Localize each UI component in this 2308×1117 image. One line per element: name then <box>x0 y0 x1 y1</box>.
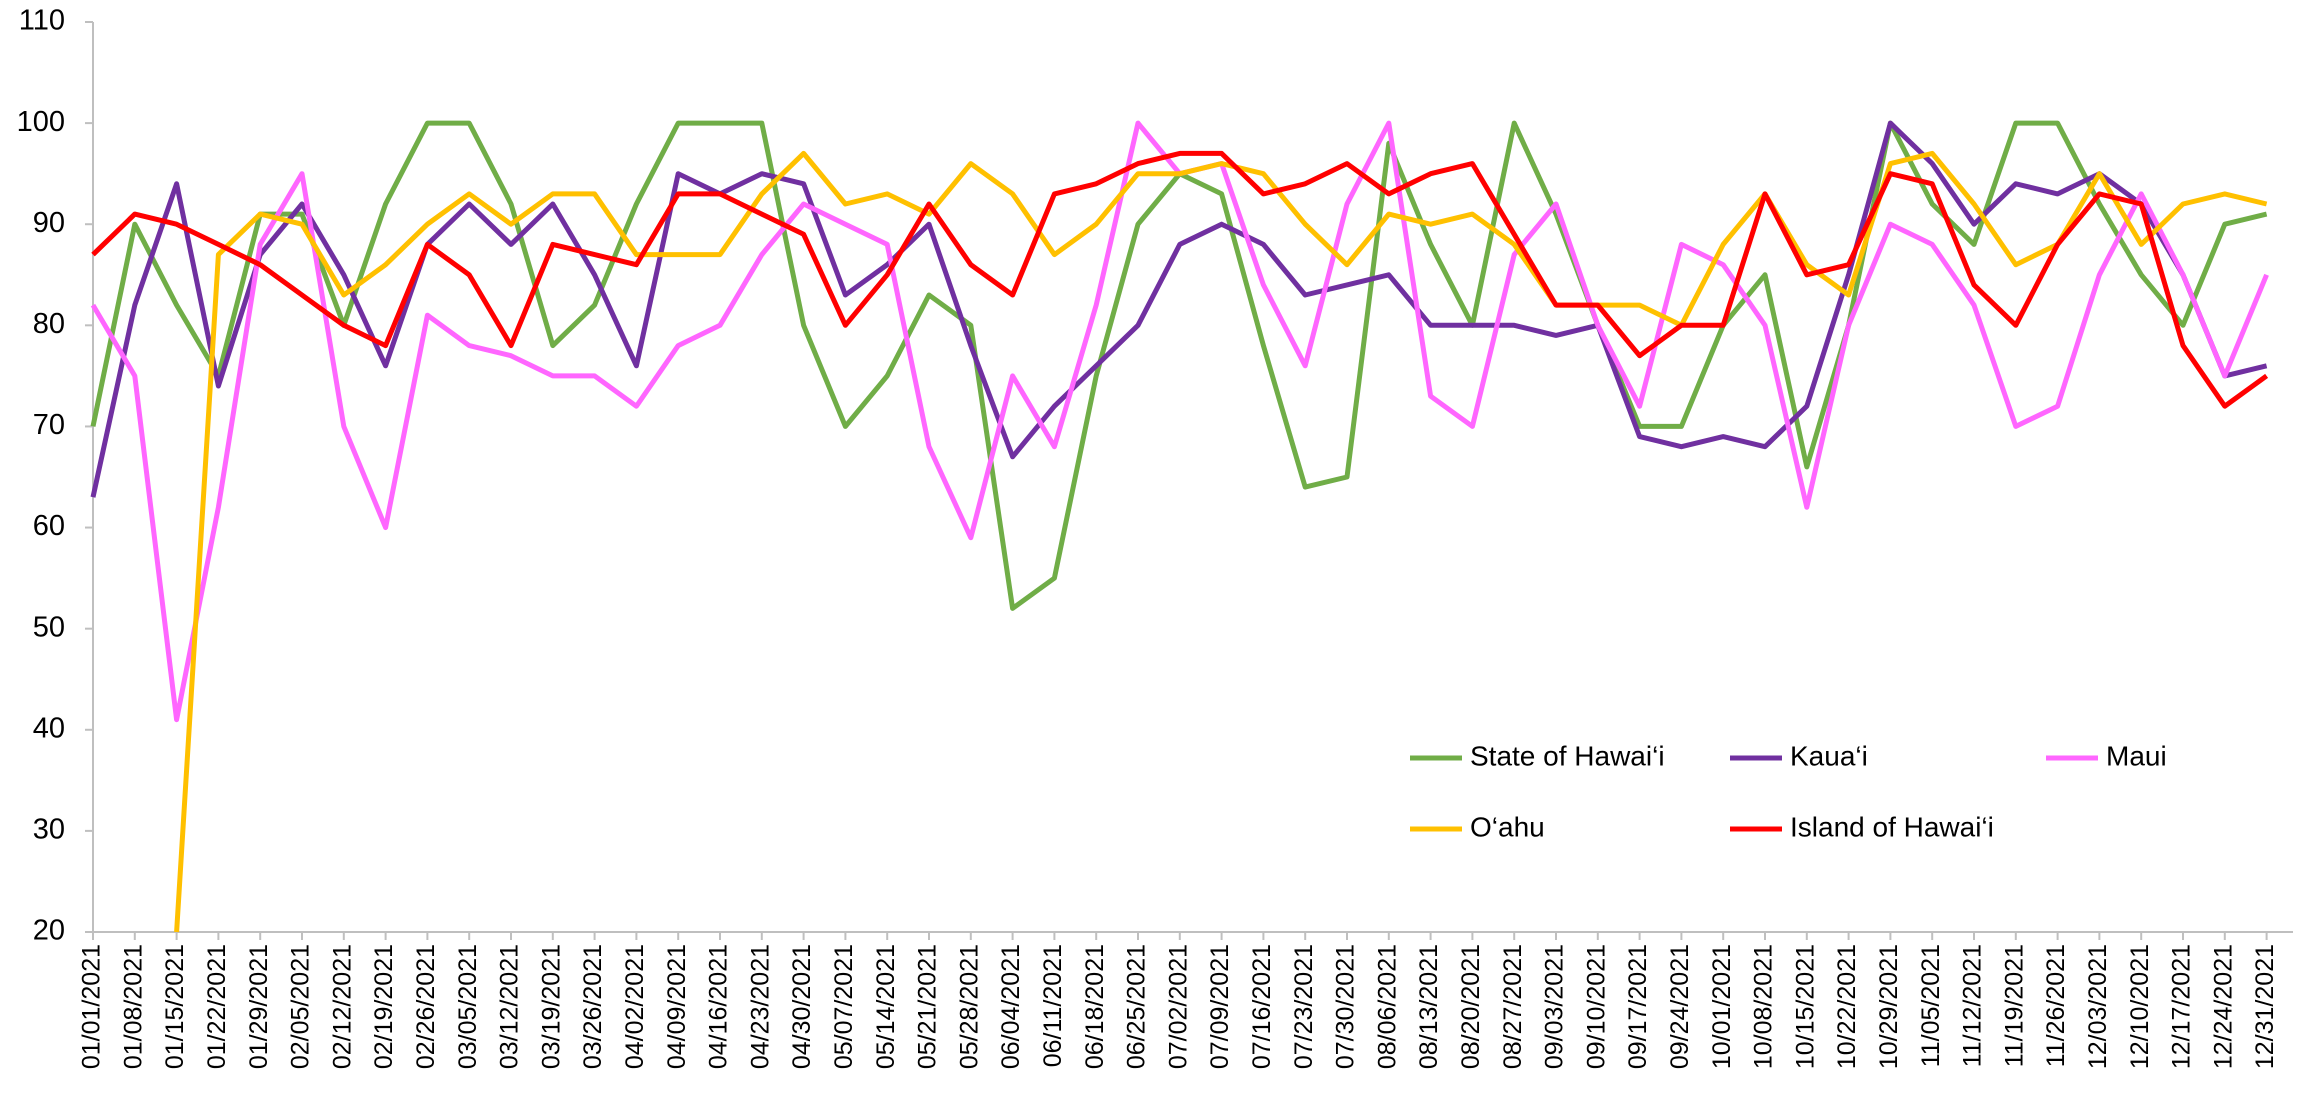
legend-label: Kaua‘i <box>1790 740 1868 771</box>
x-tick-label: 12/10/2021 <box>2126 944 2154 1069</box>
x-tick-label: 07/02/2021 <box>1164 944 1192 1069</box>
x-tick-label: 06/25/2021 <box>1123 944 1151 1069</box>
x-tick-label: 03/19/2021 <box>537 944 565 1069</box>
legend-label: O‘ahu <box>1470 811 1545 842</box>
series-line <box>90 120 2268 498</box>
x-tick-label: 04/02/2021 <box>621 944 649 1069</box>
series-line <box>91 150 2269 409</box>
y-tick-label: 80 <box>33 308 65 340</box>
x-tick-label: 05/21/2021 <box>914 944 942 1069</box>
x-tick-label: 04/09/2021 <box>663 944 691 1069</box>
y-tick-label: 60 <box>33 510 65 542</box>
series-line <box>174 150 2268 933</box>
x-tick-label: 02/26/2021 <box>412 944 440 1069</box>
x-tick-label: 05/28/2021 <box>955 944 983 1069</box>
x-tick-label: 08/13/2021 <box>1415 944 1443 1069</box>
x-tick-label: 02/12/2021 <box>328 944 356 1069</box>
x-tick-label: 01/22/2021 <box>203 944 231 1069</box>
x-tick-label: 01/08/2021 <box>119 944 147 1069</box>
x-tick-label: 10/29/2021 <box>1875 944 1903 1069</box>
x-tick-label: 03/26/2021 <box>579 944 607 1069</box>
x-tick-label: 06/18/2021 <box>1081 944 1109 1069</box>
x-tick-label: 12/31/2021 <box>2251 944 2279 1069</box>
y-tick-label: 20 <box>33 915 65 947</box>
x-tick-label: 11/12/2021 <box>1959 944 1987 1067</box>
x-tick-label: 04/16/2021 <box>705 944 733 1069</box>
y-tick-label: 100 <box>17 106 65 138</box>
x-tick-label: 12/17/2021 <box>2168 944 2196 1069</box>
x-tick-label: 01/29/2021 <box>245 944 273 1069</box>
x-tick-label: 12/03/2021 <box>2084 944 2112 1069</box>
x-tick-label: 09/10/2021 <box>1582 944 1610 1069</box>
x-tick-label: 01/15/2021 <box>161 944 189 1069</box>
x-tick-label: 04/23/2021 <box>746 944 774 1069</box>
x-tick-label: 11/05/2021 <box>1917 944 1945 1067</box>
x-tick-label: 11/26/2021 <box>2042 944 2070 1067</box>
x-tick-label: 11/19/2021 <box>2000 944 2028 1067</box>
x-tick-label: 09/17/2021 <box>1624 944 1652 1069</box>
x-tick-label: 05/14/2021 <box>872 944 900 1069</box>
legend-label: Island of Hawai‘i <box>1790 811 1994 842</box>
x-tick-label: 02/05/2021 <box>287 944 315 1069</box>
legend-label: State of Hawai‘i <box>1470 740 1665 771</box>
x-tick-label: 01/01/2021 <box>78 944 106 1069</box>
x-tick-label: 09/03/2021 <box>1541 944 1569 1069</box>
y-tick-label: 90 <box>33 207 65 239</box>
x-tick-label: 08/27/2021 <box>1499 944 1527 1069</box>
x-tick-label: 10/08/2021 <box>1750 944 1778 1069</box>
legend-label: Maui <box>2106 740 2167 771</box>
x-tick-label: 08/20/2021 <box>1457 944 1485 1069</box>
x-tick-label: 02/19/2021 <box>370 944 398 1069</box>
y-tick-label: 70 <box>33 409 65 441</box>
x-tick-label: 06/11/2021 <box>1039 944 1067 1067</box>
x-tick-label: 08/06/2021 <box>1373 944 1401 1069</box>
y-tick-label: 30 <box>33 814 65 846</box>
x-tick-label: 07/30/2021 <box>1332 944 1360 1069</box>
x-tick-label: 03/12/2021 <box>496 944 524 1069</box>
x-tick-label: 10/22/2021 <box>1833 944 1861 1069</box>
x-tick-label: 10/01/2021 <box>1708 944 1736 1069</box>
y-tick-label: 50 <box>33 611 65 643</box>
x-tick-label: 12/24/2021 <box>2209 944 2237 1069</box>
x-tick-label: 07/23/2021 <box>1290 944 1318 1069</box>
x-tick-label: 07/09/2021 <box>1206 944 1234 1069</box>
x-tick-label: 09/24/2021 <box>1666 944 1694 1069</box>
x-tick-label: 06/04/2021 <box>997 944 1025 1069</box>
x-tick-label: 10/15/2021 <box>1791 944 1819 1069</box>
x-tick-label: 04/30/2021 <box>788 944 816 1069</box>
x-tick-label: 05/07/2021 <box>830 944 858 1069</box>
x-tick-label: 03/05/2021 <box>454 944 482 1069</box>
y-tick-label: 40 <box>33 712 65 744</box>
x-tick-label: 07/16/2021 <box>1248 944 1276 1069</box>
y-tick-label: 110 <box>19 5 65 37</box>
